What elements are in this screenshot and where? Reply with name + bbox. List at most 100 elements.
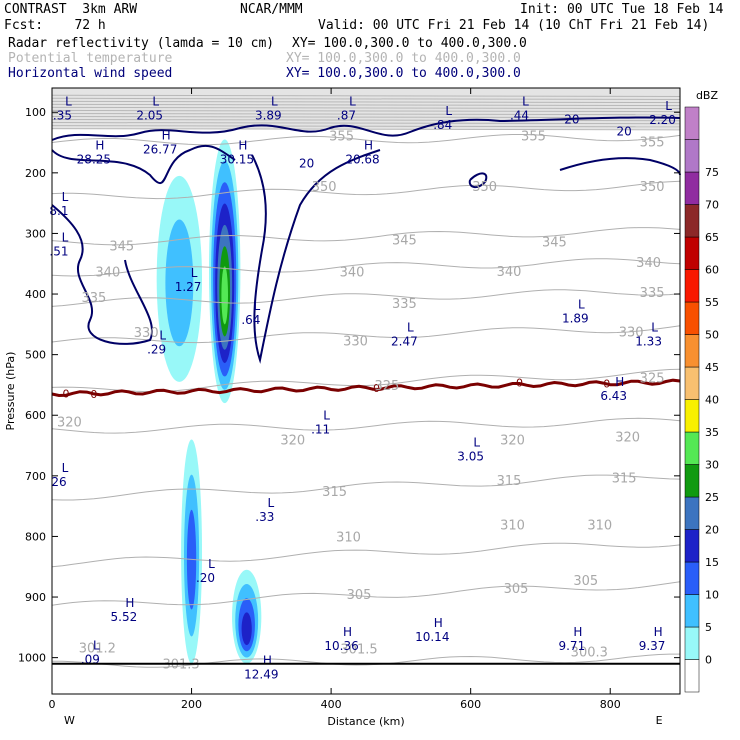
model-title: CONTRAST 3km ARW [4,2,138,17]
colorbar-swatch-11 [684,301,700,335]
wind-extreme-marker-27: H [434,616,443,630]
colorbar-level-35: 35 [705,426,719,439]
theta-label-14: 345 [392,234,417,249]
reflectivity-cell-1-level-35 [221,266,229,325]
wind-extreme-value-21: 3.05 [457,450,484,464]
wind-extreme-marker-29: H [654,625,663,639]
zero-line-label-0: 0 [62,387,69,400]
wind-extreme-value-0: .35 [53,108,72,122]
wind-extreme-marker-31: H [263,654,272,668]
theta-contour-355 [51,134,681,146]
theta-label-30: 310 [587,518,612,533]
east-end-label: E [656,714,663,727]
theta-contour-350 [51,180,681,200]
wind-extreme-value-23: .33 [255,510,274,524]
colorbar-swatch-1 [684,626,700,660]
y-tick-label-700: 700 [25,470,46,483]
colorbar-level-20: 20 [705,524,719,537]
wind-speed-contour-5 [468,172,488,188]
theta-label-16: 350 [312,180,337,195]
theta-contour-upper-6 [51,112,681,116]
wind-extreme-value-6: 2.20 [649,113,676,127]
wind-contour-label-1: 20 [564,112,579,126]
wind-speed-contour-1 [51,144,236,184]
wind-extreme-value-10: 20.68 [345,153,379,167]
theta-label-13: 345 [109,240,134,255]
colorbar: dBZ 0 5 10 15 20 25 30 35 40 45 50 55 60 65 70 75 [684,89,719,693]
wind-extreme-marker-10: H [364,139,373,153]
colorbar-level-50: 50 [705,329,719,342]
theta-label-26: 315 [497,474,522,489]
theta-contour-upper-0 [51,94,681,97]
theta-label-24: 320 [615,430,640,445]
wind-extreme-marker-9: H [238,139,247,153]
wind-extreme-marker-12: L [62,231,69,245]
colorbar-swatch-2 [684,594,700,628]
wind-extreme-marker-20: L [323,408,330,422]
wind-extreme-value-13: 1.27 [175,280,202,294]
wind-extreme-value-3: .87 [337,108,356,122]
reflectivity-cell-0-level-10 [165,219,194,347]
wind-extreme-value-16: 2.47 [391,334,418,348]
y-tick-label-300: 300 [25,227,46,240]
theta-label-31: 305 [347,588,372,603]
theta-label-36: 301.5 [340,643,377,658]
wind-contour-label-0: 20 [299,157,314,171]
zero-line-label-1: 0 [90,388,97,401]
theta-label-8: 335 [640,286,665,301]
wind-contour-label-2: 20 [617,124,632,138]
wind-speed-contour-0 [51,116,681,141]
colorbar-level-5: 5 [705,621,712,634]
wind-extreme-value-11: 8.1 [49,204,68,218]
y-tick-label-200: 200 [25,167,46,180]
init-time: Init: 00 UTC Tue 18 Feb 14 [520,2,724,17]
y-tick-label-100: 100 [25,106,46,119]
theta-contour-315 [51,474,681,501]
theta-contour-345 [51,227,681,246]
wind-extreme-value-14: .64 [241,313,260,327]
y-tick-label-500: 500 [25,349,46,362]
x-axis-title: Distance (km) [327,715,404,728]
theta-label-33: 305 [573,574,598,589]
wind-speed-contour-4 [559,157,681,176]
theta-label-7: 335 [392,297,417,312]
theta-contour-upper-9 [51,122,681,125]
theta-label-28: 310 [336,530,361,545]
theta-label-1: 325 [375,379,400,394]
theta-label-27: 315 [612,472,637,487]
plot-frame [51,87,681,695]
label-layer: 0 0 0 0 0 320 325 325 330 330 330 335 335 335 340 340 34… [49,94,675,681]
colorbar-swatch-12 [684,269,700,303]
wind-extreme-value-7: 28.25 [77,153,111,167]
theta-contour-upper-5 [51,109,681,113]
wind-extreme-value-22: 26 [51,475,66,489]
wind-extreme-value-26: 10.36 [324,639,358,653]
field-reflectivity-xy: XY= 100.0,300.0 to 400.0,300.0 [292,36,527,51]
theta-contour-upper-7 [51,115,681,119]
colorbar-swatch-15 [684,171,700,205]
field-wind-name: Horizontal wind speed [8,66,173,81]
field-theta-xy: XY= 100.0,300.0 to 400.0,300.0 [286,51,521,66]
wind-extreme-value-28: 9.71 [558,639,585,653]
theta-contour-340 [51,258,681,277]
x-tick-label-600: 600 [460,698,481,711]
wind-extreme-marker-3: L [349,94,356,108]
wind-extreme-marker-4: L [445,104,452,118]
colorbar-level-55: 55 [705,296,719,309]
theta-label-29: 310 [500,518,525,533]
theta-label-18: 350 [640,180,665,195]
theta-label-25: 315 [322,485,347,500]
theta-label-23: 320 [500,433,525,448]
wind-extreme-marker-19: H [615,375,624,389]
theta-contour-upper-3 [51,103,681,107]
wind-extreme-marker-17: L [578,297,585,311]
zero-line-label-4: 0 [603,378,610,391]
valid-time: Valid: 00 UTC Fri 21 Feb 14 (10 ChT Fri … [318,18,710,33]
wind-extreme-marker-15: L [159,328,166,342]
colorbar-level-0: 0 [705,654,712,667]
x-tick-label-400: 400 [321,698,342,711]
theta-contour-upper-8 [51,119,681,122]
wind-extreme-value-24: .20 [196,571,215,585]
wind-extreme-value-18: 1.33 [635,334,662,348]
